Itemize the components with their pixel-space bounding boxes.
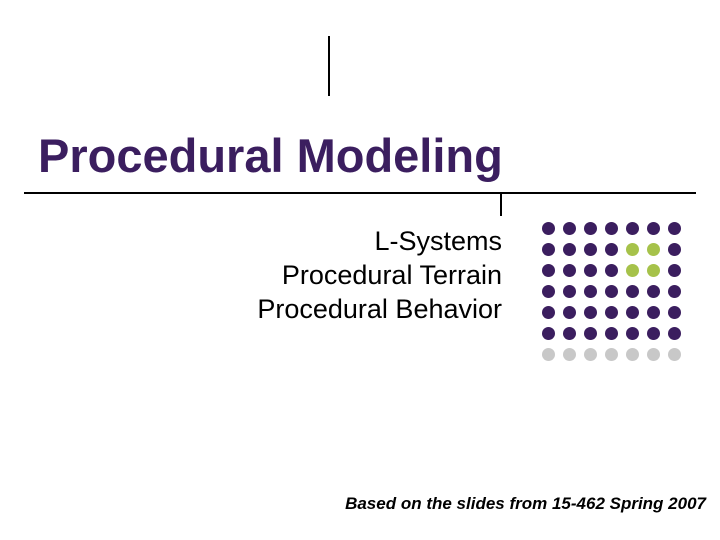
dot: [647, 264, 660, 277]
dot: [668, 264, 681, 277]
dot: [626, 285, 639, 298]
dot: [647, 306, 660, 319]
dot: [542, 285, 555, 298]
divider-vertical-top: [328, 36, 330, 96]
dot: [626, 306, 639, 319]
dot: [542, 222, 555, 235]
dot-grid: [542, 222, 681, 361]
dot: [584, 222, 597, 235]
dot: [563, 306, 576, 319]
dot: [668, 306, 681, 319]
dot: [626, 348, 639, 361]
dot: [668, 327, 681, 340]
dot: [605, 348, 618, 361]
dot: [563, 327, 576, 340]
dot: [563, 243, 576, 256]
dot: [584, 285, 597, 298]
subtitle-line: Procedural Behavior: [257, 292, 502, 326]
dot: [647, 327, 660, 340]
dot: [584, 327, 597, 340]
dot: [584, 243, 597, 256]
dot: [563, 285, 576, 298]
dot: [584, 348, 597, 361]
dot: [626, 243, 639, 256]
footer-credit: Based on the slides from 15-462 Spring 2…: [345, 494, 706, 514]
dot: [563, 264, 576, 277]
dot: [542, 306, 555, 319]
dot: [668, 222, 681, 235]
dot: [668, 348, 681, 361]
dot: [668, 285, 681, 298]
dot: [605, 285, 618, 298]
dot: [647, 222, 660, 235]
dot: [647, 243, 660, 256]
dot: [668, 243, 681, 256]
dot: [605, 306, 618, 319]
subtitle-line: L-Systems: [257, 224, 502, 258]
subtitle-block: L-Systems Procedural Terrain Procedural …: [257, 224, 502, 326]
divider-horizontal: [24, 192, 696, 194]
slide-title: Procedural Modeling: [38, 128, 503, 183]
dot: [605, 243, 618, 256]
dot: [563, 348, 576, 361]
dot: [563, 222, 576, 235]
dot: [542, 348, 555, 361]
subtitle-line: Procedural Terrain: [257, 258, 502, 292]
dot: [626, 222, 639, 235]
dot: [626, 264, 639, 277]
dot: [605, 264, 618, 277]
dot: [605, 222, 618, 235]
divider-vertical-short: [500, 192, 502, 216]
dot: [542, 264, 555, 277]
dot: [542, 327, 555, 340]
dot: [584, 264, 597, 277]
dot: [647, 348, 660, 361]
dot: [584, 306, 597, 319]
dot: [647, 285, 660, 298]
dot: [626, 327, 639, 340]
dot: [542, 243, 555, 256]
dot: [605, 327, 618, 340]
